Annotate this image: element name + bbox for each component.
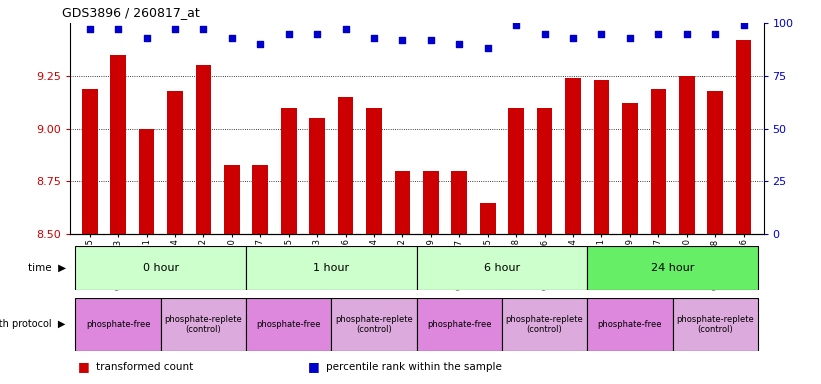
Bar: [337, 97, 353, 234]
Point: [282, 31, 296, 37]
Text: 0 hour: 0 hour: [143, 263, 179, 273]
Text: phosphate-replete
(control): phosphate-replete (control): [677, 315, 754, 334]
Bar: [650, 89, 666, 234]
Bar: [310, 118, 325, 234]
Bar: [395, 171, 410, 234]
Bar: [139, 129, 154, 234]
Bar: [708, 91, 723, 234]
Point: [83, 26, 96, 33]
Bar: [587, 298, 672, 351]
Bar: [281, 108, 296, 234]
Text: ■: ■: [78, 360, 89, 373]
Bar: [736, 40, 751, 234]
Point: [396, 37, 409, 43]
Text: phosphate-replete
(control): phosphate-replete (control): [164, 315, 242, 334]
Bar: [537, 108, 553, 234]
Bar: [679, 76, 695, 234]
Bar: [508, 108, 524, 234]
Bar: [452, 171, 467, 234]
Point: [566, 35, 580, 41]
Bar: [76, 246, 246, 290]
Bar: [366, 108, 382, 234]
Text: time  ▶: time ▶: [28, 263, 66, 273]
Bar: [565, 78, 580, 234]
Point: [595, 31, 608, 37]
Bar: [502, 298, 587, 351]
Point: [652, 31, 665, 37]
Bar: [76, 298, 161, 351]
Bar: [110, 55, 126, 234]
Bar: [161, 298, 246, 351]
Bar: [253, 164, 268, 234]
Point: [452, 41, 466, 47]
Text: 24 hour: 24 hour: [651, 263, 695, 273]
Text: transformed count: transformed count: [96, 362, 193, 372]
Point: [709, 31, 722, 37]
Bar: [246, 246, 417, 290]
Text: phosphate-replete
(control): phosphate-replete (control): [506, 315, 584, 334]
Text: phosphate-free: phosphate-free: [86, 320, 150, 329]
Bar: [82, 89, 98, 234]
Point: [538, 31, 551, 37]
Point: [623, 35, 636, 41]
Point: [112, 26, 125, 33]
Bar: [246, 298, 332, 351]
Text: 6 hour: 6 hour: [484, 263, 520, 273]
Bar: [672, 298, 758, 351]
Text: phosphate-free: phosphate-free: [256, 320, 321, 329]
Bar: [480, 202, 496, 234]
Point: [368, 35, 381, 41]
Point: [254, 41, 267, 47]
Point: [140, 35, 154, 41]
Text: percentile rank within the sample: percentile rank within the sample: [326, 362, 502, 372]
Point: [310, 31, 323, 37]
Point: [737, 22, 750, 28]
Point: [424, 37, 438, 43]
Bar: [423, 171, 438, 234]
Bar: [332, 298, 417, 351]
Text: phosphate-free: phosphate-free: [598, 320, 663, 329]
Bar: [417, 298, 502, 351]
Text: growth protocol  ▶: growth protocol ▶: [0, 319, 66, 329]
Point: [168, 26, 181, 33]
Bar: [594, 80, 609, 234]
Point: [510, 22, 523, 28]
Bar: [587, 246, 758, 290]
Point: [339, 26, 352, 33]
Bar: [195, 65, 211, 234]
Text: GDS3896 / 260817_at: GDS3896 / 260817_at: [62, 6, 200, 19]
Point: [197, 26, 210, 33]
Text: ■: ■: [308, 360, 319, 373]
Bar: [417, 246, 587, 290]
Bar: [224, 164, 240, 234]
Text: phosphate-free: phosphate-free: [427, 320, 492, 329]
Point: [680, 31, 693, 37]
Text: phosphate-replete
(control): phosphate-replete (control): [335, 315, 413, 334]
Text: 1 hour: 1 hour: [314, 263, 350, 273]
Bar: [167, 91, 183, 234]
Point: [225, 35, 238, 41]
Point: [481, 45, 494, 51]
Bar: [622, 103, 638, 234]
